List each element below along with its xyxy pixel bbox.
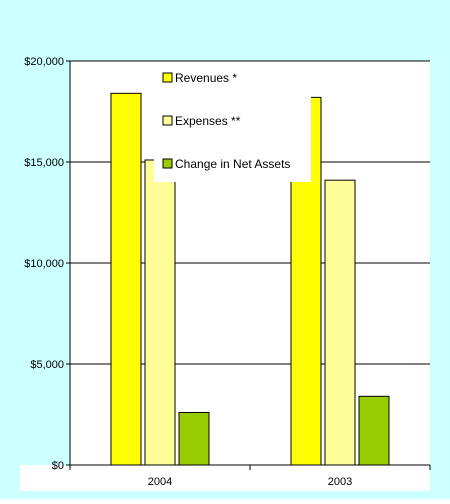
y-tick-label: $15,000 — [24, 157, 64, 169]
y-tick-label: $20,000 — [24, 56, 64, 68]
category-axis-band — [20, 465, 430, 491]
x-tick-label: 2004 — [148, 476, 172, 488]
y-tick-label: $0 — [52, 460, 64, 472]
legend-swatch — [162, 72, 173, 83]
y-tick-label: $5,000 — [30, 359, 64, 371]
x-tick-label: 2003 — [328, 476, 352, 488]
legend-box — [154, 64, 311, 182]
bar — [144, 159, 176, 466]
bar — [178, 411, 210, 466]
legend-swatch — [162, 158, 173, 169]
legend-label: Change in Net Assets — [175, 157, 290, 171]
legend-swatch — [162, 115, 173, 126]
bar — [358, 395, 390, 466]
legend-label: Expenses ** — [175, 114, 241, 128]
legend-label: Revenues * — [175, 71, 237, 85]
legend: Revenues * Expenses ** Change in Net Asset… — [154, 64, 311, 182]
bar — [324, 179, 356, 466]
bars — [110, 92, 390, 466]
y-tick-label: $10,000 — [24, 258, 64, 270]
bar — [110, 92, 142, 466]
y-axis-ticks: $0 $5,000 $10,000 $15,000 $20,000 — [24, 56, 70, 472]
x-axis-ticks: 2004 2003 — [69, 465, 431, 488]
